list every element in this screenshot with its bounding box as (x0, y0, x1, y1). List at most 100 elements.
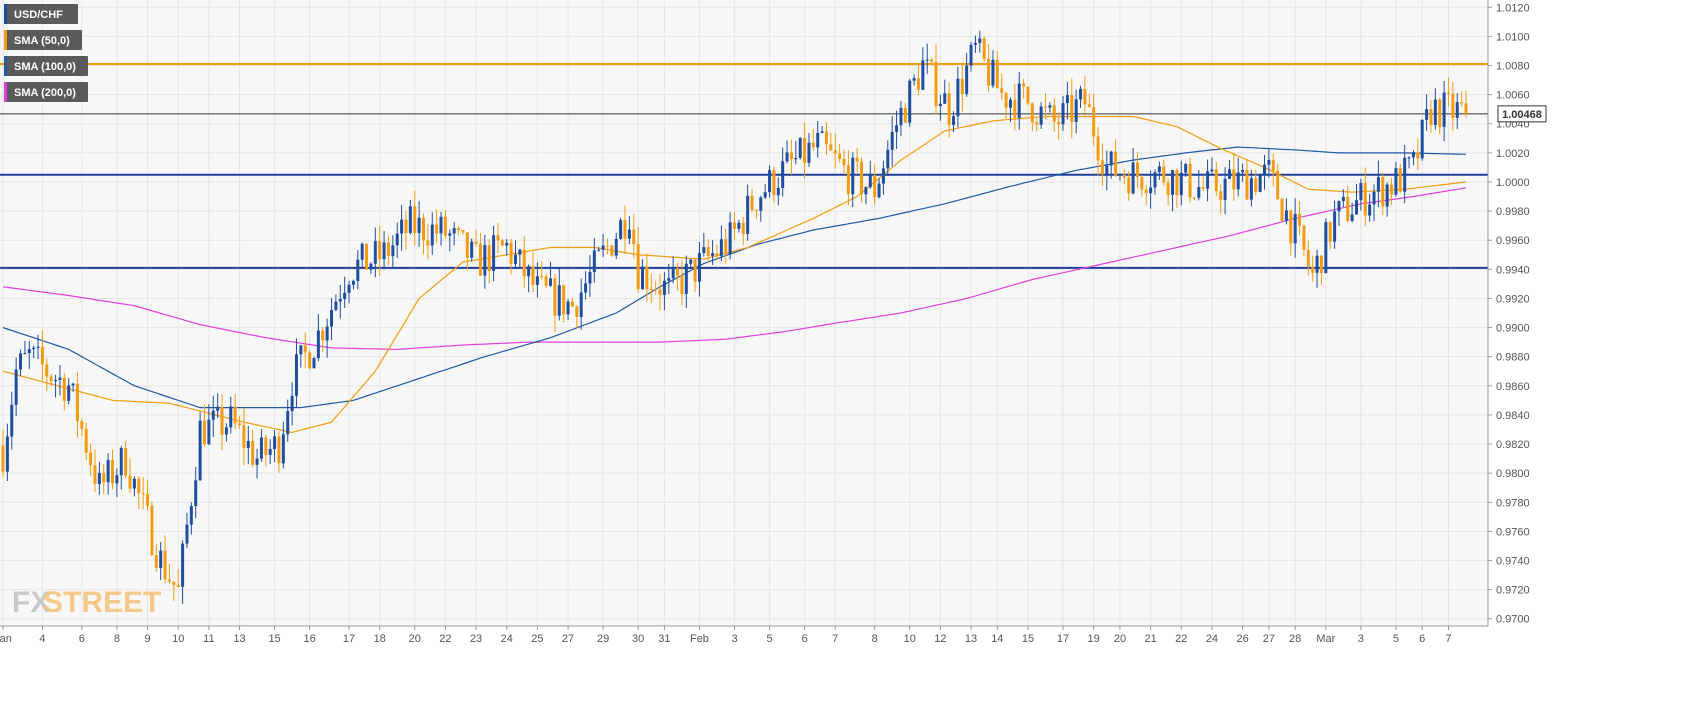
candle (1359, 178, 1363, 211)
candle (1302, 224, 1306, 257)
grid (0, 0, 1488, 626)
candle (290, 382, 294, 426)
candle-body (299, 345, 303, 355)
candle-body (1039, 106, 1043, 125)
candle (137, 476, 141, 510)
candle (667, 263, 671, 295)
candle-body (487, 245, 491, 271)
candle (798, 137, 802, 160)
candle-body (1149, 187, 1153, 194)
candle-body (1263, 164, 1267, 176)
fxstreet-watermark: FX STREET (12, 586, 161, 619)
candle-body (470, 241, 474, 258)
candle-body (334, 301, 338, 310)
candle (680, 260, 684, 306)
candle (198, 412, 202, 481)
candle (1214, 161, 1218, 197)
candle-body (1425, 109, 1429, 120)
candle-body (522, 249, 526, 277)
candle-body (1171, 170, 1175, 195)
candle-body (597, 249, 601, 251)
candle (1346, 185, 1350, 223)
candle-body (1429, 109, 1433, 125)
candle (1455, 93, 1459, 130)
candle (995, 50, 999, 89)
candle-body (1061, 103, 1065, 125)
candle (268, 439, 272, 464)
candle-body (1407, 157, 1411, 159)
legend-label: USD/CHF (14, 9, 63, 21)
candle (483, 234, 487, 289)
candle-body (908, 80, 912, 123)
candle (97, 461, 101, 496)
candle (1079, 85, 1083, 108)
candle (373, 227, 377, 278)
candle (80, 418, 84, 436)
candle-body (1420, 119, 1424, 159)
candle-body (1223, 178, 1227, 200)
candle-body (1267, 160, 1271, 165)
candle (1197, 170, 1201, 201)
candle (781, 147, 785, 197)
candle-body (457, 228, 461, 231)
candle-body (400, 219, 404, 234)
candle (676, 262, 680, 291)
candle (255, 448, 259, 479)
candle (1048, 102, 1052, 113)
candle (150, 501, 154, 557)
y-tick-label: 0.9820 (1496, 439, 1530, 451)
x-tick-label: 12 (934, 633, 946, 645)
candle-body (181, 543, 185, 587)
x-tick-label: Jan (0, 633, 12, 645)
candle-body (1048, 105, 1052, 108)
candle (159, 542, 163, 581)
candle (400, 204, 404, 251)
candle-body (89, 452, 93, 466)
candle-body (1219, 191, 1223, 200)
candle-body (242, 425, 246, 449)
candle (522, 235, 526, 288)
candle (627, 216, 631, 245)
candle (1219, 184, 1223, 214)
x-tick-label: 28 (1289, 633, 1301, 645)
candle (1109, 150, 1113, 179)
legend-box (4, 56, 88, 76)
candle-body (1254, 178, 1258, 192)
candle-body (680, 275, 684, 294)
x-tick-label: 24 (501, 633, 513, 645)
candle (614, 232, 618, 260)
candle-body (1302, 225, 1306, 250)
candle (965, 52, 969, 97)
candle-body (763, 192, 767, 198)
candle (146, 480, 150, 511)
candle-body (1079, 88, 1083, 100)
candle (702, 232, 706, 257)
candle-body (84, 428, 88, 453)
candle-body (141, 493, 145, 495)
candle (921, 47, 925, 91)
candle-body (566, 301, 570, 315)
candle (1433, 88, 1437, 130)
candle (330, 298, 334, 341)
candle-body (224, 427, 228, 435)
candle-body (693, 259, 697, 282)
candle-body (527, 266, 531, 277)
candle (763, 184, 767, 200)
x-tick-label: 9 (144, 633, 150, 645)
legend-swatch (4, 82, 7, 102)
candle (1206, 159, 1210, 202)
legend-swatch (4, 56, 7, 76)
candle (1087, 93, 1091, 108)
candle-body (505, 242, 509, 246)
candle-body (759, 197, 763, 211)
plot-background (0, 0, 1488, 626)
candle-body (619, 219, 623, 239)
candle (877, 178, 881, 199)
candle (1407, 156, 1411, 169)
candle (299, 344, 303, 368)
y-tick-label: 0.9740 (1496, 555, 1530, 567)
candle-body (435, 224, 439, 234)
candle-body (562, 285, 566, 315)
candle-body (991, 59, 995, 86)
candle (312, 356, 316, 369)
